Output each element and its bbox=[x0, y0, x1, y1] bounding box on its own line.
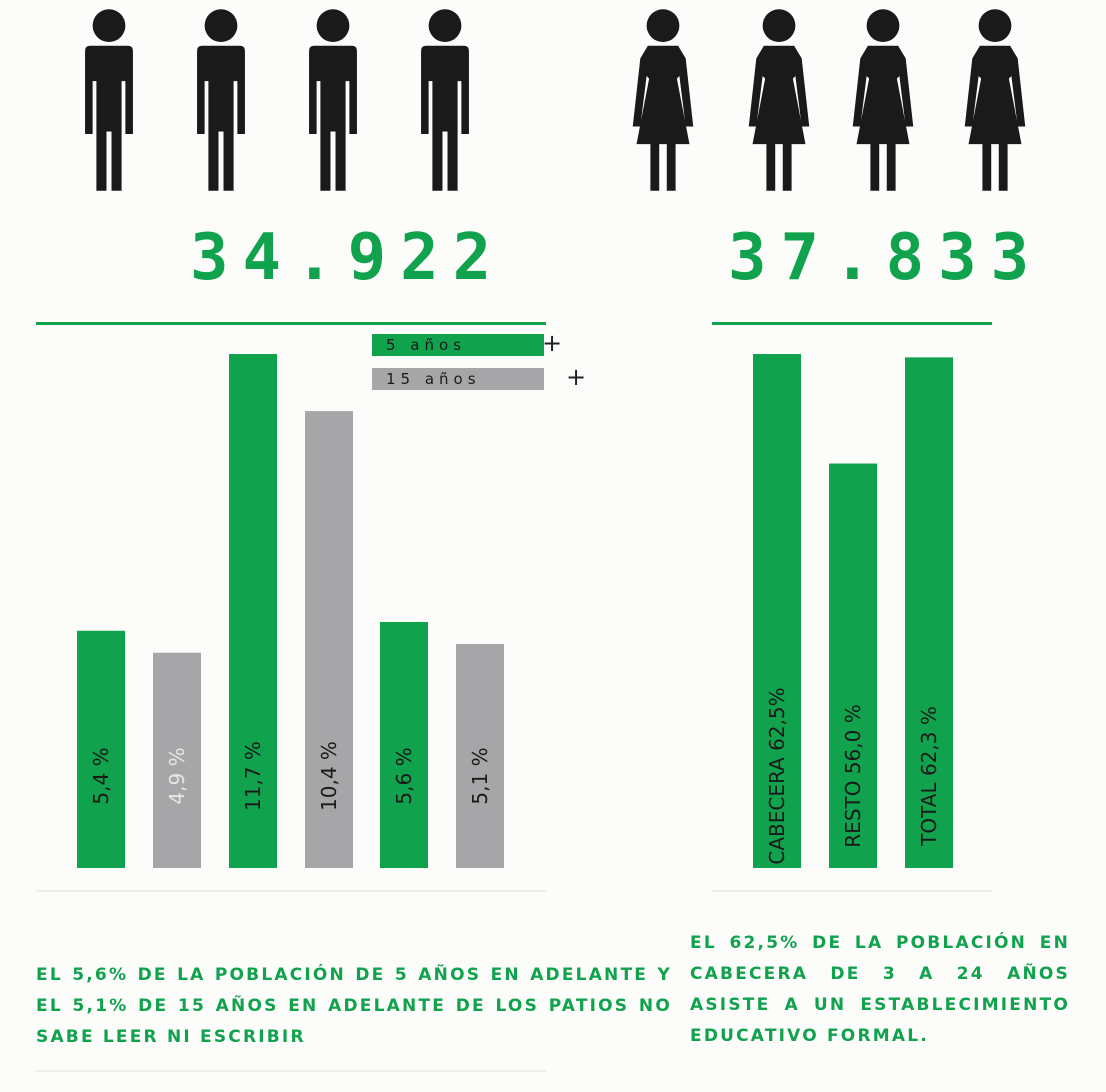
right-caption: El 62,5% de la población en cabecera de … bbox=[690, 933, 1070, 1046]
bar-5-anos-label: 5,4 % bbox=[89, 747, 113, 804]
right-top-rule bbox=[712, 322, 992, 325]
legend-swatch-15-anos: 15 años bbox=[372, 368, 544, 390]
bar-5-anos bbox=[77, 630, 125, 868]
bar-total bbox=[905, 357, 953, 868]
bar-5-anos-label: 11,7 % bbox=[241, 741, 265, 811]
bar-resto bbox=[829, 463, 877, 868]
bar-15-anos-label: 10,4 % bbox=[317, 741, 341, 811]
women-population: 37.833 bbox=[728, 221, 1044, 295]
left-baseline-rule bbox=[36, 890, 546, 892]
legend-plus-5-anos: + bbox=[542, 329, 563, 357]
left-caption: El 5,6% de la población de 5 años en ade… bbox=[36, 965, 672, 1047]
bar-15-anos bbox=[305, 411, 353, 868]
legend-item-15-anos: 15 años + bbox=[372, 363, 592, 391]
bar-5-anos-label: 5,6 % bbox=[392, 747, 416, 804]
bar-15-anos-label: 4,9 % bbox=[165, 747, 189, 804]
bar-15-anos-label: 5,1 % bbox=[468, 747, 492, 804]
left-bottom-rule bbox=[36, 1070, 546, 1072]
legend-plus-15-anos: + bbox=[566, 363, 587, 391]
left-top-rule bbox=[36, 322, 546, 325]
bar-resto-label: RESTO 56,0 % bbox=[841, 704, 865, 847]
legend-swatch-5-anos: 5 años bbox=[372, 334, 544, 356]
bar-5-anos bbox=[229, 354, 277, 868]
bar-cabecera bbox=[753, 354, 801, 868]
bar-15-anos bbox=[456, 643, 504, 868]
bar-total-label: TOTAL 62,3 % bbox=[917, 706, 941, 847]
bar-5-anos bbox=[380, 621, 428, 868]
men-population: 34.922 bbox=[190, 221, 506, 295]
legend-item-5-anos: 5 años + bbox=[372, 329, 572, 357]
right-baseline-rule bbox=[712, 890, 992, 892]
bar-cabecera-label: CABECERA 62,5% bbox=[765, 687, 789, 864]
bar-15-anos bbox=[153, 652, 201, 868]
